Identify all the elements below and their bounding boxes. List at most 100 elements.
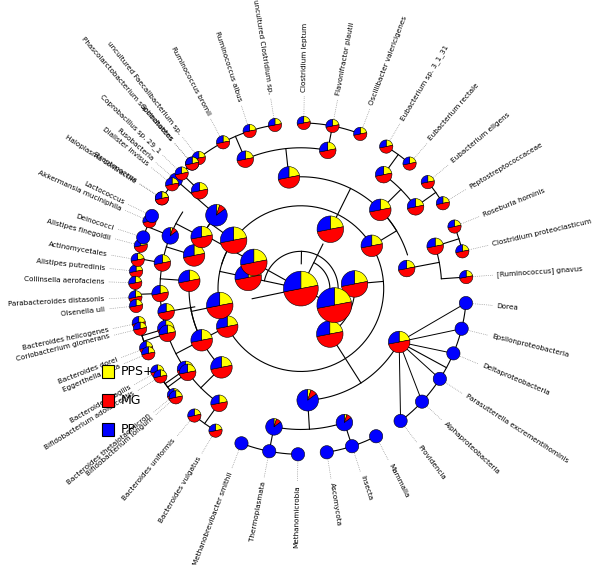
Wedge shape [353,127,360,135]
Wedge shape [177,361,185,371]
Wedge shape [416,198,424,207]
Wedge shape [158,327,174,337]
Wedge shape [448,220,454,228]
Text: Haloplasma contractile: Haloplasma contractile [64,134,137,184]
Wedge shape [185,157,192,165]
Text: Peptostreptococcaceae: Peptostreptococcaceae [468,141,544,190]
Wedge shape [456,250,469,258]
Wedge shape [263,445,276,458]
Wedge shape [407,198,416,208]
Text: Actinomycetales: Actinomycetales [47,241,107,258]
Wedge shape [403,157,410,165]
Wedge shape [133,322,140,330]
Wedge shape [308,389,311,400]
Wedge shape [217,324,238,337]
Wedge shape [160,370,167,376]
Wedge shape [158,303,166,314]
Wedge shape [160,285,168,294]
Wedge shape [410,157,416,163]
Wedge shape [460,297,473,310]
Text: Roseburia hominis: Roseburia hominis [482,188,546,218]
Text: [Ruminococcus] gnavus: [Ruminococcus] gnavus [497,266,583,279]
Wedge shape [466,271,473,277]
Text: Fusobacteria: Fusobacteria [115,127,154,162]
Wedge shape [166,178,172,185]
Wedge shape [370,429,383,443]
Wedge shape [149,215,156,221]
Wedge shape [428,176,434,182]
Wedge shape [243,124,250,132]
Wedge shape [155,197,169,205]
Wedge shape [215,424,222,431]
Wedge shape [219,395,227,403]
Wedge shape [278,175,299,188]
Wedge shape [188,409,194,417]
Wedge shape [211,357,221,370]
Wedge shape [188,364,196,372]
Wedge shape [237,151,245,161]
Wedge shape [233,227,247,240]
Wedge shape [383,166,392,175]
Text: Eubacterium eligens: Eubacterium eligens [449,112,511,164]
Wedge shape [361,244,383,257]
Wedge shape [169,396,182,404]
Wedge shape [320,446,334,459]
Wedge shape [354,133,367,141]
Wedge shape [191,338,212,351]
Wedge shape [209,424,215,432]
FancyBboxPatch shape [102,394,115,407]
Wedge shape [447,347,460,360]
Wedge shape [235,264,248,280]
Wedge shape [130,264,136,272]
Wedge shape [399,331,410,342]
Wedge shape [292,447,305,461]
Wedge shape [317,332,343,347]
Wedge shape [169,173,182,186]
Wedge shape [297,121,310,129]
Wedge shape [172,178,179,184]
Wedge shape [166,303,174,312]
Wedge shape [129,296,142,304]
Wedge shape [167,325,175,333]
Wedge shape [278,167,289,180]
Circle shape [398,418,403,424]
FancyBboxPatch shape [102,365,115,377]
Text: uncultured Clostridium sp.: uncultured Clostridium sp. [252,0,273,95]
Text: Clostridium leptum: Clostridium leptum [301,23,308,92]
Wedge shape [158,320,166,330]
Wedge shape [380,145,393,153]
Wedge shape [154,370,160,377]
Text: PPS+: PPS+ [121,365,154,378]
Wedge shape [145,210,158,223]
Wedge shape [166,320,174,329]
Wedge shape [268,118,275,126]
Wedge shape [209,429,222,437]
Text: Bacteroides vulgatus: Bacteroides vulgatus [158,456,202,524]
Wedge shape [332,119,339,126]
Wedge shape [191,182,200,192]
Text: Akkermansia muciniphila: Akkermansia muciniphila [37,169,122,211]
Wedge shape [142,352,155,360]
Wedge shape [388,331,399,344]
Text: Phascolarctobacterium succinatutens: Phascolarctobacterium succinatutens [80,36,174,142]
Text: Eubacterium rectale: Eubacterium rectale [428,82,481,142]
Wedge shape [317,216,331,232]
Circle shape [459,326,464,332]
Wedge shape [455,245,463,253]
Wedge shape [179,364,188,374]
Wedge shape [183,245,194,258]
Wedge shape [139,316,145,323]
Text: Streptococcus: Streptococcus [91,151,137,184]
Wedge shape [130,299,136,307]
Wedge shape [202,226,212,237]
Wedge shape [151,370,164,378]
Wedge shape [142,347,148,355]
Wedge shape [136,264,143,271]
Wedge shape [241,249,254,265]
Text: Dialister invisus: Dialister invisus [101,127,150,167]
Wedge shape [331,216,343,229]
Wedge shape [136,299,143,306]
Wedge shape [330,321,343,334]
Wedge shape [137,253,144,260]
Wedge shape [185,361,194,370]
